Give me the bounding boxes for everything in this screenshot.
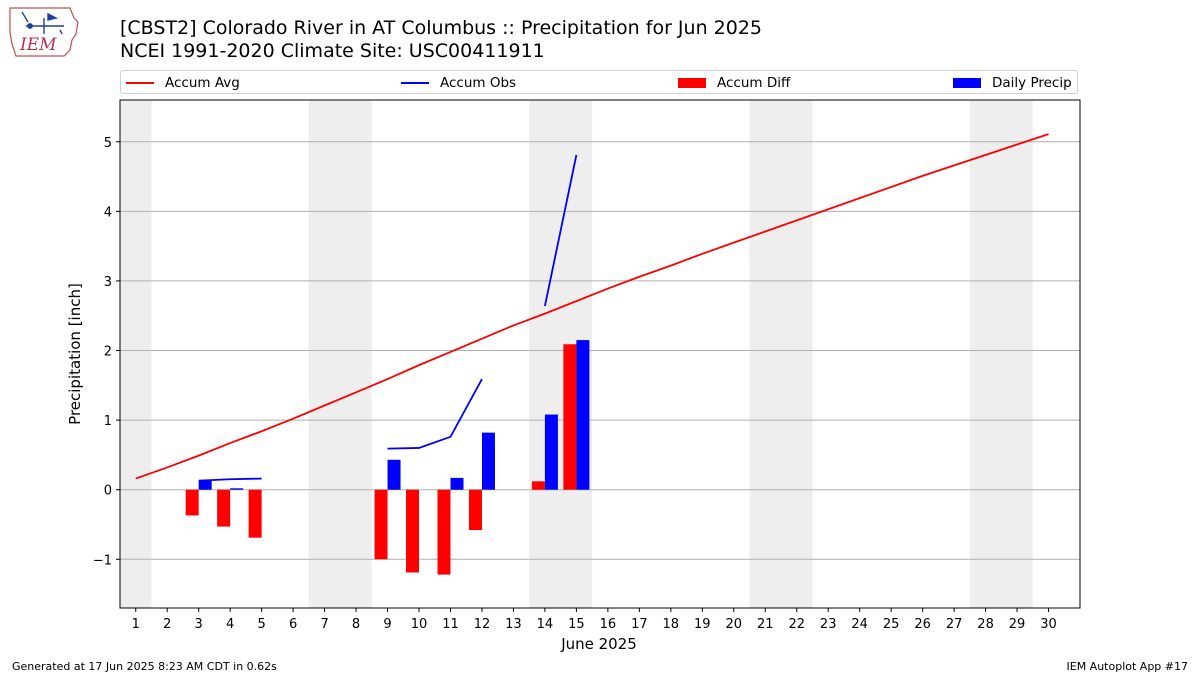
x-tick-label: 16 (600, 617, 617, 632)
x-tick-label: 9 (383, 617, 391, 632)
y-tick-label: 1 (104, 414, 112, 429)
y-tick-label: 4 (104, 205, 112, 220)
x-tick-label: 19 (694, 617, 711, 632)
x-tick-label: 25 (883, 617, 900, 632)
legend-swatch-daily-precip (953, 78, 981, 88)
weekend-band-0 (120, 100, 152, 608)
y-axis-label: Precipitation [inch] (66, 283, 84, 425)
accum-diff-bar-4 (217, 489, 231, 527)
x-tick-label: 17 (631, 617, 648, 632)
legend-swatch-accum-diff (678, 78, 706, 88)
daily-precip-bar-4 (230, 488, 244, 490)
legend-item-accum-avg: Accum Avg (126, 74, 240, 92)
x-tick-label: 21 (757, 617, 774, 632)
iem-logo: IEM (9, 7, 79, 57)
x-tick-label: 30 (1040, 617, 1057, 632)
x-tick-label: 15 (568, 617, 585, 632)
daily-precip-bar-11 (450, 477, 464, 490)
x-tick-label: 28 (977, 617, 994, 632)
legend-label-accum-avg: Accum Avg (165, 75, 240, 91)
legend-label-accum-diff: Accum Diff (717, 75, 791, 91)
x-tick-label: 27 (946, 617, 963, 632)
accum-obs-line-1 (387, 378, 483, 450)
x-tick-label: 6 (289, 617, 297, 632)
accum-diff-bar-9 (374, 489, 388, 560)
y-tick-label: 0 (104, 484, 112, 499)
plot-frame (119, 99, 1081, 609)
daily-precip-bar-3 (198, 480, 212, 490)
legend-item-accum-obs: Accum Obs (401, 74, 516, 92)
footer-app: IEM Autoplot App #17 (1066, 660, 1189, 673)
accum-diff-bar-10 (406, 489, 420, 573)
daily-precip-bar-14 (544, 414, 558, 490)
chart-subtitle: NCEI 1991-2020 Climate Site: USC00411911 (120, 40, 545, 62)
x-tick-label: 29 (1009, 617, 1026, 632)
x-tick-label: 4 (226, 617, 234, 632)
x-tick-label: 11 (442, 617, 459, 632)
y-tick-label: 2 (104, 345, 112, 360)
x-tick-label: 13 (505, 617, 522, 632)
legend-swatch-accum-avg (126, 82, 154, 84)
x-tick-label: 7 (320, 617, 328, 632)
x-tick-label: 2 (163, 617, 171, 632)
accum-obs-line-0 (198, 477, 262, 482)
weekend-band-1 (308, 100, 372, 608)
weekend-band-4 (969, 100, 1033, 608)
x-tick-label: 3 (195, 617, 203, 632)
iowa-outline-icon (9, 7, 79, 57)
x-tick-label: 10 (411, 617, 428, 632)
accum-diff-bar-11 (437, 489, 451, 575)
legend: Accum Avg Accum Obs Accum Diff Daily Pre… (120, 70, 1078, 94)
x-tick-label: 18 (663, 617, 680, 632)
legend-swatch-accum-obs (401, 82, 429, 84)
accum-diff-bar-5 (248, 489, 262, 538)
legend-item-accum-diff: Accum Diff (678, 74, 790, 92)
x-tick-label: 5 (257, 617, 265, 632)
y-tick-label: 3 (104, 275, 112, 290)
legend-item-daily-precip: Daily Precip (953, 74, 1072, 92)
x-axis-label: June 2025 (560, 635, 637, 653)
x-tick-label: 1 (132, 617, 140, 632)
accum-avg-line (135, 133, 1049, 480)
y-tick-label: 5 (104, 136, 112, 151)
x-tick-label: 20 (725, 617, 742, 632)
logo-text: IEM (19, 35, 57, 55)
accum-diff-bar-3 (185, 489, 199, 516)
accum-diff-bar-14 (531, 481, 545, 490)
daily-precip-bar-15 (576, 340, 590, 490)
weekend-band-3 (749, 100, 813, 608)
daily-precip-bar-9 (387, 459, 401, 490)
footer-generated: Generated at 17 Jun 2025 8:23 AM CDT in … (12, 660, 277, 673)
y-tick-label: −1 (93, 553, 112, 568)
x-tick-label: 12 (474, 617, 491, 632)
accum-obs-line-2 (544, 154, 578, 307)
x-tick-label: 24 (851, 617, 868, 632)
x-tick-label: 26 (914, 617, 931, 632)
x-tick-label: 8 (352, 617, 360, 632)
legend-label-accum-obs: Accum Obs (440, 75, 517, 91)
x-tick-label: 23 (820, 617, 837, 632)
daily-precip-bar-12 (481, 432, 495, 490)
x-tick-label: 22 (788, 617, 805, 632)
weather-station-icon (21, 11, 64, 35)
chart-title: [CBST2] Colorado River in AT Columbus ::… (120, 17, 763, 39)
legend-label-daily-precip: Daily Precip (992, 75, 1072, 91)
x-tick-label: 14 (537, 617, 554, 632)
accum-diff-bar-12 (468, 489, 482, 531)
accum-diff-bar-15 (563, 344, 577, 490)
